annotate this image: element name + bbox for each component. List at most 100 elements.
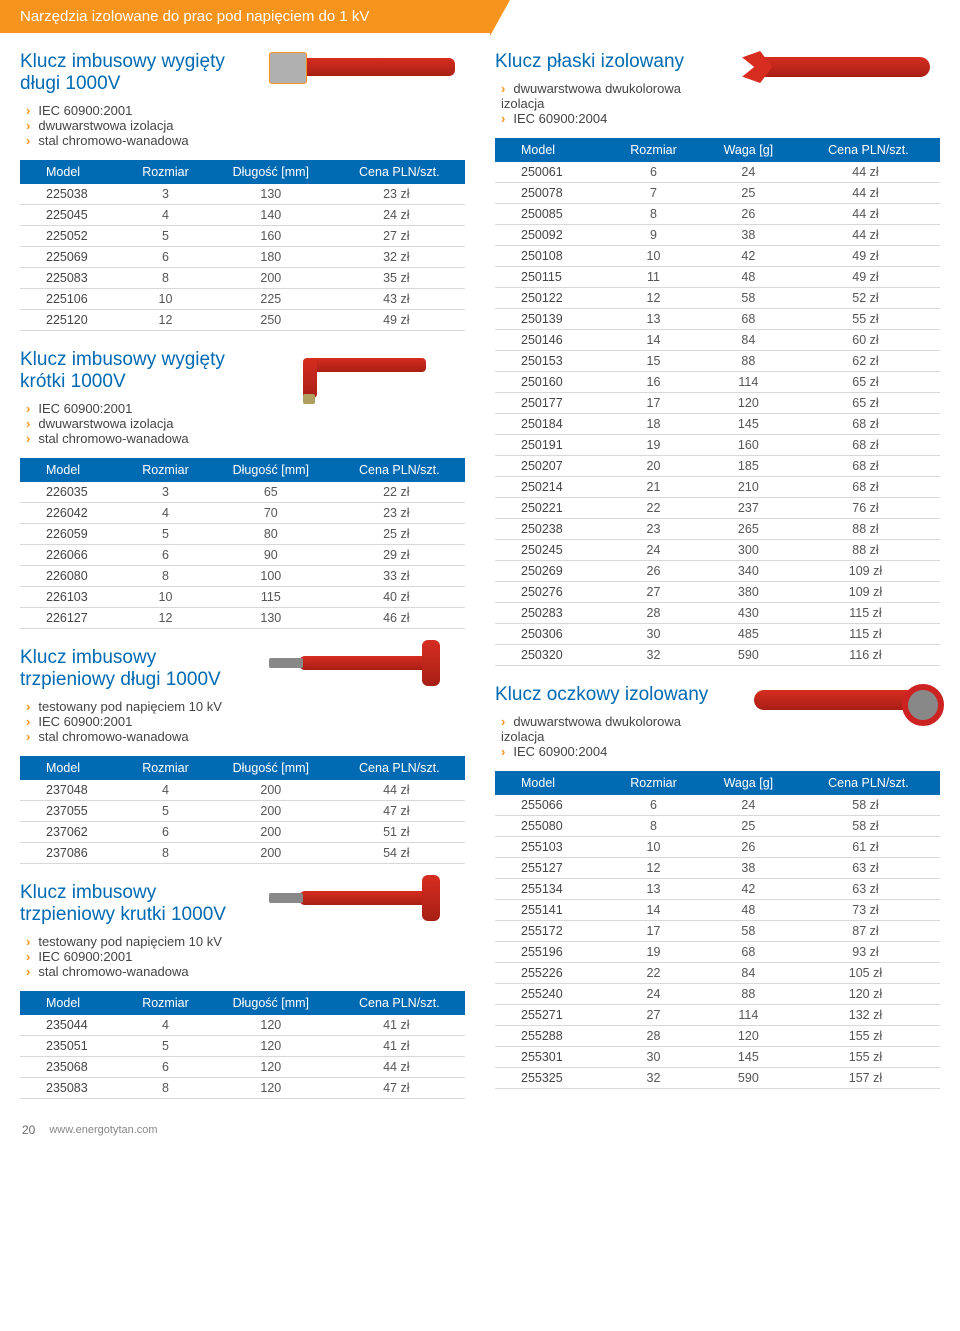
table-cell: 27 [607,1005,700,1026]
col-header: Cena PLN/szt. [334,160,465,184]
spec-item: dwuwarstwowa izolacja [26,416,251,431]
table-cell: 115 zł [797,603,940,624]
table-cell: 18 [607,414,700,435]
table-cell: 32 [607,1068,700,1089]
table-cell: 255288 [495,1026,607,1047]
table-cell: 87 zł [797,921,940,942]
spec-item: dwuwarstwowa izolacja [26,118,251,133]
table-cell: 84 [700,330,797,351]
table-cell: 155 zł [797,1047,940,1068]
table-row: 25006162444 zł [495,162,940,183]
table-cell: 160 [208,226,334,247]
spec-item: testowany pod napięciem 10 kV [26,699,251,714]
table-row: 255127123863 zł [495,858,940,879]
table-cell: 145 [700,414,797,435]
col-header: Rozmiar [123,756,208,780]
table-cell: 25 [700,183,797,204]
price-table: ModelRozmiarDługość [mm]Cena PLN/szt.226… [20,458,465,629]
table-cell: 88 [700,351,797,372]
table-cell: 24 [607,540,700,561]
table-row: 250115114849 zł [495,267,940,288]
spec-item: IEC 60900:2001 [26,401,251,416]
table-row: 235051512041 zł [20,1036,465,1057]
table-cell: 225106 [20,289,123,310]
table-cell: 140 [208,205,334,226]
table-cell: 250160 [495,372,607,393]
table-cell: 62 zł [797,351,940,372]
table-row: 25508082558 zł [495,816,940,837]
table-cell: 255141 [495,900,607,921]
table-cell: 12 [123,310,208,331]
table-cell: 226066 [20,545,123,566]
col-header: Waga [g] [700,138,797,162]
table-cell: 65 [208,482,334,503]
product-title: Klucz oczkowy izolowany [495,684,726,706]
spec-item: IEC 60900:2001 [26,714,251,729]
table-row: 25026926340109 zł [495,561,940,582]
table-row: 25009293844 zł [495,225,940,246]
table-row: 250122125852 zł [495,288,940,309]
table-cell: 225120 [20,310,123,331]
col-header: Model [20,756,123,780]
table-cell: 250245 [495,540,607,561]
right-column: Klucz płaski izolowanydwuwarstwowa dwuko… [495,33,940,1099]
table-cell: 6 [123,1057,208,1078]
table-row: 22605958025 zł [20,524,465,545]
table-cell: 84 [700,963,797,984]
table-row: 250139136855 zł [495,309,940,330]
table-cell: 114 [700,372,797,393]
table-row: 25030630485115 zł [495,624,940,645]
table-cell: 24 zł [334,205,465,226]
table-row: 250146148460 zł [495,330,940,351]
table-cell: 225 [208,289,334,310]
table-cell: 226035 [20,482,123,503]
table-row: 25008582644 zł [495,204,940,225]
table-cell: 55 zł [797,309,940,330]
table-cell: 590 [700,1068,797,1089]
table-cell: 120 [208,1036,334,1057]
table-cell: 3 [123,184,208,205]
table-cell: 250085 [495,204,607,225]
spec-list: IEC 60900:2001dwuwarstwowa izolacjastal … [26,103,251,148]
table-cell: 46 zł [334,608,465,629]
spec-list: testowany pod napięciem 10 kVIEC 60900:2… [26,699,251,744]
table-row: 2261031011540 zł [20,587,465,608]
col-header: Cena PLN/szt. [334,991,465,1015]
table-row: 25027627380109 zł [495,582,940,603]
table-cell: 235068 [20,1057,123,1078]
table-cell: 44 zł [797,225,940,246]
table-cell: 49 zł [334,310,465,331]
table-cell: 63 zł [797,879,940,900]
table-cell: 14 [607,900,700,921]
table-row: 2261271213046 zł [20,608,465,629]
table-cell: 17 [607,393,700,414]
table-cell: 250207 [495,456,607,477]
table-cell: 255080 [495,816,607,837]
table-cell: 41 zł [334,1015,465,1036]
spec-item: dwuwarstwowa dwukolorowa izolacja [501,81,726,111]
col-header: Model [20,160,123,184]
table-row: 2502142121068 zł [495,477,940,498]
table-cell: 8 [123,1078,208,1099]
table-cell: 9 [607,225,700,246]
table-cell: 80 [208,524,334,545]
col-header: Długość [mm] [208,756,334,780]
table-row: 237048420044 zł [20,780,465,801]
table-cell: 93 zł [797,942,940,963]
table-row: 2502212223776 zł [495,498,940,519]
table-cell: 7 [607,183,700,204]
table-row: 255172175887 zł [495,921,940,942]
table-cell: 13 [607,879,700,900]
table-cell: 73 zł [797,900,940,921]
table-cell: 41 zł [334,1036,465,1057]
col-header: Długość [mm] [208,991,334,1015]
table-cell: 23 [607,519,700,540]
table-cell: 32 [607,645,700,666]
table-row: 2501841814568 zł [495,414,940,435]
table-row: 255103102661 zł [495,837,940,858]
table-cell: 4 [123,503,208,524]
table-cell: 380 [700,582,797,603]
table-cell: 130 [208,184,334,205]
table-cell: 44 zł [797,162,940,183]
table-cell: 10 [123,587,208,608]
